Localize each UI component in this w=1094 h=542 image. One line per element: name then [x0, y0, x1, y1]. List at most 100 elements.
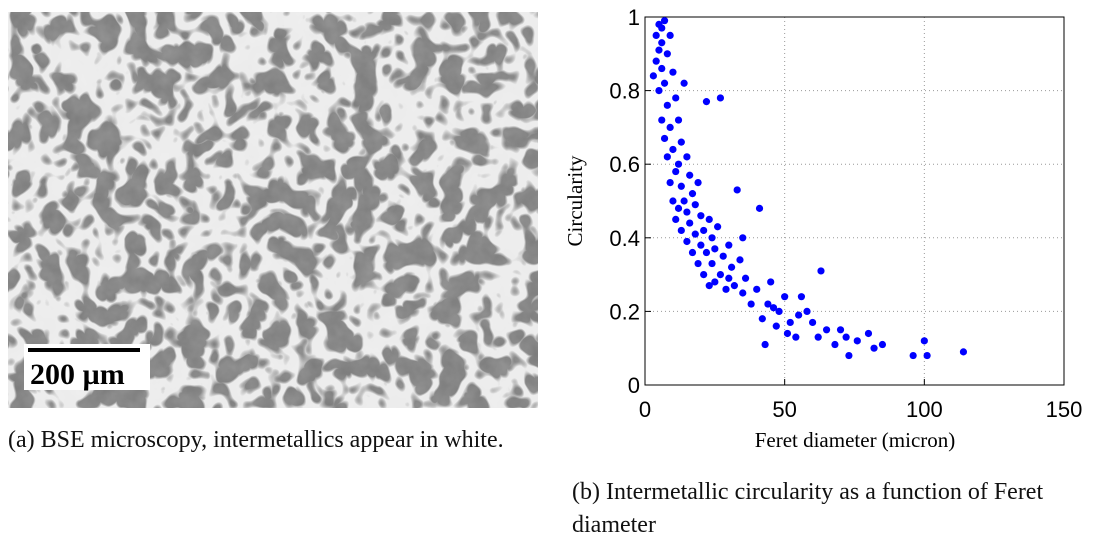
caption-a: (a) BSE microscopy, intermetallics appea…: [8, 427, 504, 453]
point: [736, 256, 744, 264]
point: [700, 226, 708, 235]
point: [775, 307, 783, 315]
y-axis-label: Circularity: [563, 155, 587, 246]
x-tick-label: 0: [639, 397, 651, 422]
point: [702, 248, 711, 257]
point: [923, 351, 931, 360]
y-tick-label: 0.6: [609, 152, 640, 177]
point: [663, 101, 671, 109]
point: [652, 31, 660, 39]
point: [708, 259, 716, 268]
point: [845, 351, 853, 360]
point: [672, 167, 680, 176]
point: [795, 311, 803, 319]
point: [672, 94, 680, 102]
point: [683, 208, 691, 216]
x-axis-label: Feret diameter (micron): [755, 428, 956, 452]
point: [691, 230, 699, 238]
point: [660, 134, 669, 143]
point: [688, 248, 697, 257]
y-tick-label: 0.2: [609, 299, 640, 324]
point: [764, 300, 772, 308]
point: [663, 153, 671, 161]
y-tick-label: 0: [628, 373, 640, 398]
point: [809, 318, 817, 327]
point: [831, 340, 839, 349]
chart: Feret diameter (micron) Circularity 0 0.2…: [563, 5, 1083, 452]
point: [719, 252, 727, 260]
point: [658, 116, 666, 124]
point: [716, 94, 725, 102]
point: [727, 263, 736, 271]
point: [705, 215, 713, 223]
point: [711, 278, 719, 286]
point: [702, 98, 711, 106]
point: [658, 64, 666, 73]
point: [853, 337, 861, 345]
point: [725, 241, 733, 249]
point: [758, 315, 766, 323]
point: [658, 24, 666, 32]
point: [669, 197, 677, 205]
scale-label: 200 µm: [30, 358, 125, 391]
point: [658, 39, 666, 47]
x-tick-label: 50: [772, 397, 796, 422]
point: [772, 322, 780, 330]
point: [655, 46, 663, 54]
point: [666, 123, 674, 131]
point: [842, 333, 850, 341]
point: [797, 293, 806, 301]
point: [878, 340, 887, 349]
point: [674, 160, 683, 168]
intermetallics: [8, 12, 538, 408]
point: [864, 329, 873, 338]
caption-b: (b) Intermetallic circularity as a funct…: [572, 479, 1044, 538]
point: [730, 282, 738, 290]
point: [769, 304, 778, 312]
point: [686, 171, 694, 179]
point: [694, 259, 702, 268]
point: [677, 182, 685, 190]
point: [691, 201, 699, 209]
point: [683, 237, 691, 246]
point: [755, 204, 764, 212]
point: [700, 271, 708, 279]
point: [714, 223, 722, 231]
point: [686, 219, 694, 227]
point: [680, 79, 688, 87]
point: [792, 333, 800, 341]
point: [725, 274, 733, 282]
point: [836, 326, 845, 334]
point: [666, 179, 674, 187]
point: [753, 285, 761, 293]
point: [663, 50, 671, 58]
point: [739, 234, 747, 242]
point: [909, 351, 917, 360]
point: [649, 72, 657, 80]
point: [660, 79, 669, 87]
point: [694, 179, 702, 187]
point: [814, 333, 822, 341]
point: [669, 145, 677, 154]
point: [660, 17, 669, 25]
x-tick-label: 150: [1046, 397, 1083, 422]
point: [655, 87, 663, 95]
point: [741, 274, 750, 282]
point: [870, 344, 878, 352]
point: [697, 212, 705, 220]
y-tick-label: 0.4: [609, 226, 640, 251]
scale-bar: [28, 348, 140, 352]
point: [822, 326, 831, 334]
point: [666, 31, 674, 39]
y-tick-label: 0.8: [609, 79, 640, 104]
point: [711, 245, 719, 253]
point: [747, 300, 755, 308]
point: [652, 57, 660, 65]
point: [781, 293, 789, 301]
point: [783, 329, 792, 338]
point: [959, 348, 968, 356]
point: [739, 289, 747, 297]
point: [733, 186, 741, 194]
point: [674, 116, 683, 124]
